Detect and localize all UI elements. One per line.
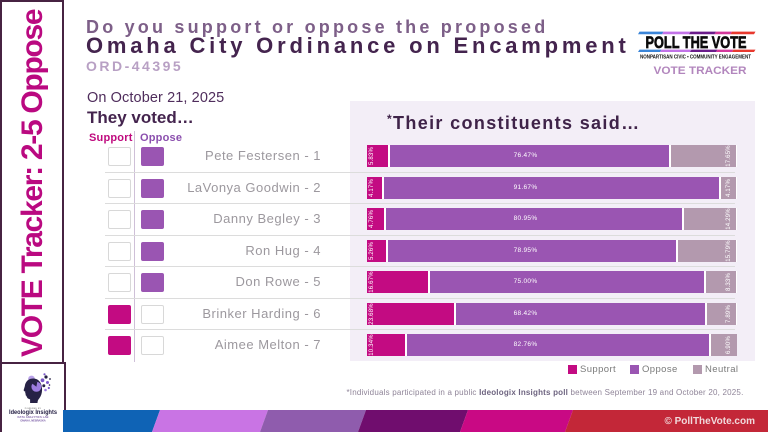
svg-text:Ideologix Insights: Ideologix Insights: [9, 409, 57, 416]
svg-text:DATA ANALYTICS LAB: DATA ANALYTICS LAB: [18, 415, 49, 419]
svg-text:© PollTheVote.com: © PollTheVote.com: [664, 416, 755, 427]
svg-text:VOTE TRACKER: VOTE TRACKER: [654, 65, 747, 77]
svg-text:NONPARTISAN CIVIC • COMMUNITY: NONPARTISAN CIVIC • COMMUNITY ENGAGEMENT: [640, 55, 751, 61]
svg-text:POLL THE VOTE: POLL THE VOTE: [646, 33, 747, 52]
svg-text:POWERED BY: POWERED BY: [25, 408, 42, 410]
svg-text:OMAHA, NEBRASKA: OMAHA, NEBRASKA: [20, 418, 46, 422]
